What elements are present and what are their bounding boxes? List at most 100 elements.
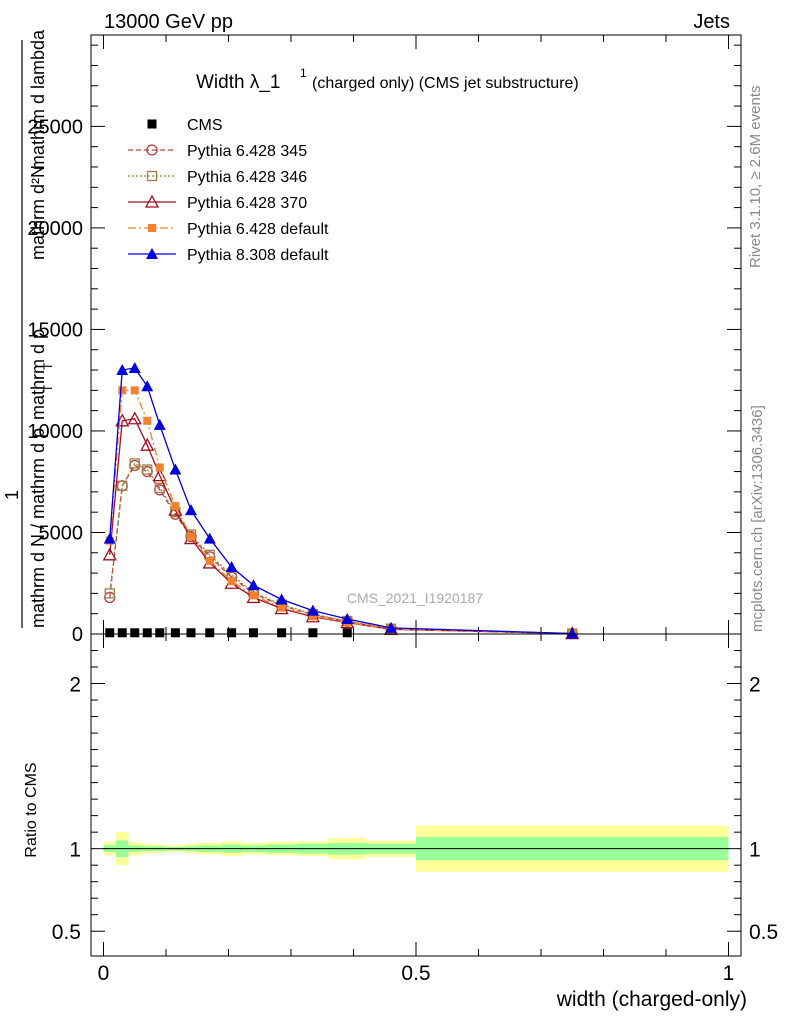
- ratio-panel-frame: [90, 633, 742, 957]
- data-point-pdefault: [130, 386, 139, 395]
- legend-label-pdefault: Pythia 6.428 default: [187, 221, 329, 238]
- ylabel-dpt: mathrm d p: [28, 329, 48, 420]
- ratio-ylabel: Ratio to CMS: [23, 762, 40, 857]
- data-point-pdefault: [187, 532, 195, 541]
- header-right-label: Jets: [693, 11, 730, 33]
- main-ytick-label: 20000: [27, 218, 83, 240]
- data-point-cms: [155, 628, 165, 638]
- legend-marker-p346: [146, 170, 158, 182]
- data-point-p370: [102, 547, 117, 561]
- main-ytick-label: 25000: [27, 116, 83, 138]
- legend: CMS Pythia 6.428 345 Pythia 6.428 346 Pythi…: [128, 117, 329, 264]
- data-point-p370: [127, 411, 142, 425]
- legend-label-p345: Pythia 6.428 345: [187, 143, 307, 160]
- data-point-pdefault: [249, 591, 258, 600]
- ratio-axis-ticks: 0.5 0.5 1 1 2 2 0 0.5 1: [52, 634, 778, 985]
- data-point-cms: [142, 628, 152, 638]
- legend-label-p346: Pythia 6.428 346: [187, 169, 307, 186]
- rivet-label: Rivet 3.1.10, ≥ 2.6M events: [747, 86, 764, 269]
- series-p346: [104, 458, 578, 639]
- title-detail: (charged only) (CMS jet substructure): [312, 75, 579, 92]
- data-point-pdefault: [143, 416, 152, 425]
- series-line-p345: [109, 464, 573, 635]
- ylabel-fraction-one: 1: [2, 490, 22, 500]
- data-point-cms: [227, 628, 237, 638]
- main-series-layer: [102, 362, 580, 640]
- series-cms: [105, 628, 352, 638]
- main-ylabel: mathrm d²N mathrm d lambda mathrm d p T …: [2, 29, 55, 628]
- data-point-pdefault: [155, 463, 164, 472]
- data-point-p346: [142, 464, 153, 475]
- series-line-pdefault: [109, 389, 573, 635]
- ratio-ytick-label: 1: [69, 839, 81, 862]
- data-point-pdefault: [227, 577, 236, 586]
- main-ytick-label: 10000: [27, 421, 83, 443]
- data-point-p8: [275, 593, 288, 605]
- ratio-ytick-label: 0.5: [52, 921, 81, 944]
- legend-marker-cms: [147, 119, 157, 129]
- data-point-p8: [185, 504, 197, 516]
- data-point-p8: [153, 418, 166, 430]
- mcplots-label: mcplots.cern.ch [arXiv:1306.3436]: [749, 405, 766, 632]
- legend-label-p8: Pythia 8.308 default: [187, 247, 329, 264]
- data-point-p8: [566, 627, 579, 639]
- data-point-pdefault: [308, 612, 317, 621]
- data-point-p346: [154, 482, 165, 493]
- ylabel-numerator: mathrm d²N: [28, 165, 48, 260]
- header-left-label: 13000 GeV pp: [104, 11, 233, 33]
- series-line-p346: [109, 462, 573, 635]
- title-main: Width λ_1: [196, 72, 280, 93]
- legend-entry-cms: CMS: [147, 117, 223, 134]
- data-point-p346: [117, 480, 128, 491]
- ratio-xtick-label: 1: [723, 962, 735, 985]
- main-axis-ticks: 0 5000 10000 15000 20000 25000: [27, 35, 741, 646]
- legend-entry-pdefault: Pythia 6.428 default: [128, 221, 329, 238]
- ratio-panel: 0.5 0.5 1 1 2 2 0 0.5 1: [52, 633, 778, 985]
- ylabel-denominator-sub: T: [41, 384, 55, 392]
- series-p345: [104, 459, 578, 640]
- ratio-xtick-label: 0.5: [401, 962, 430, 985]
- data-point-pdefault: [277, 603, 286, 612]
- data-point-p8: [128, 362, 141, 374]
- data-point-p8: [341, 612, 354, 624]
- legend-entry-p8: Pythia 8.308 default: [128, 247, 329, 264]
- legend-label-cms: CMS: [187, 117, 223, 134]
- data-point-cms: [249, 628, 258, 638]
- data-point-pdefault: [205, 556, 214, 565]
- data-point-cms: [186, 628, 196, 638]
- data-point-p8: [385, 621, 397, 633]
- data-point-cms: [277, 628, 287, 638]
- data-point-cms: [105, 628, 115, 638]
- legend-marker-p345: [146, 144, 158, 156]
- data-point-cms: [205, 628, 215, 638]
- data-point-p8: [141, 380, 154, 392]
- ylabel-denominator: mathrm d N / mathrm d p: [28, 428, 48, 628]
- ratio-ytick-label-right: 0.5: [749, 921, 778, 944]
- main-ytick-label: 0: [72, 624, 83, 646]
- data-point-p8: [169, 463, 182, 475]
- ylabel-dpt-sub: T: [41, 362, 55, 370]
- series-p370: [102, 411, 580, 640]
- x-axis-label: width (charged-only): [556, 988, 747, 1011]
- data-point-p8: [247, 579, 260, 591]
- analysis-watermark: CMS_2021_I1920187: [347, 590, 483, 606]
- data-point-p370: [140, 437, 155, 451]
- title-superscript: 1: [300, 66, 307, 80]
- main-panel: 0 5000 10000 15000 20000 25000: [27, 34, 742, 646]
- series-line-p8: [109, 367, 573, 635]
- data-point-cms: [117, 628, 127, 638]
- data-point-cms: [170, 628, 180, 638]
- legend-entry-p345: Pythia 6.428 345: [128, 143, 307, 160]
- data-point-p346: [104, 588, 115, 599]
- main-ytick-label: 5000: [39, 522, 84, 544]
- plot-title: Width λ_1 1 (charged only) (CMS jet subs…: [196, 66, 579, 93]
- series-p8: [103, 362, 579, 639]
- data-point-p370: [115, 413, 130, 427]
- legend-entry-p346: Pythia 6.428 346: [128, 169, 307, 186]
- ratio-ytick-label: 2: [69, 674, 81, 697]
- legend-entry-p370: Pythia 6.428 370: [128, 194, 307, 212]
- legend-marker-p370: [144, 194, 160, 208]
- legend-marker-p8: [146, 248, 158, 259]
- data-point-p8: [203, 532, 216, 544]
